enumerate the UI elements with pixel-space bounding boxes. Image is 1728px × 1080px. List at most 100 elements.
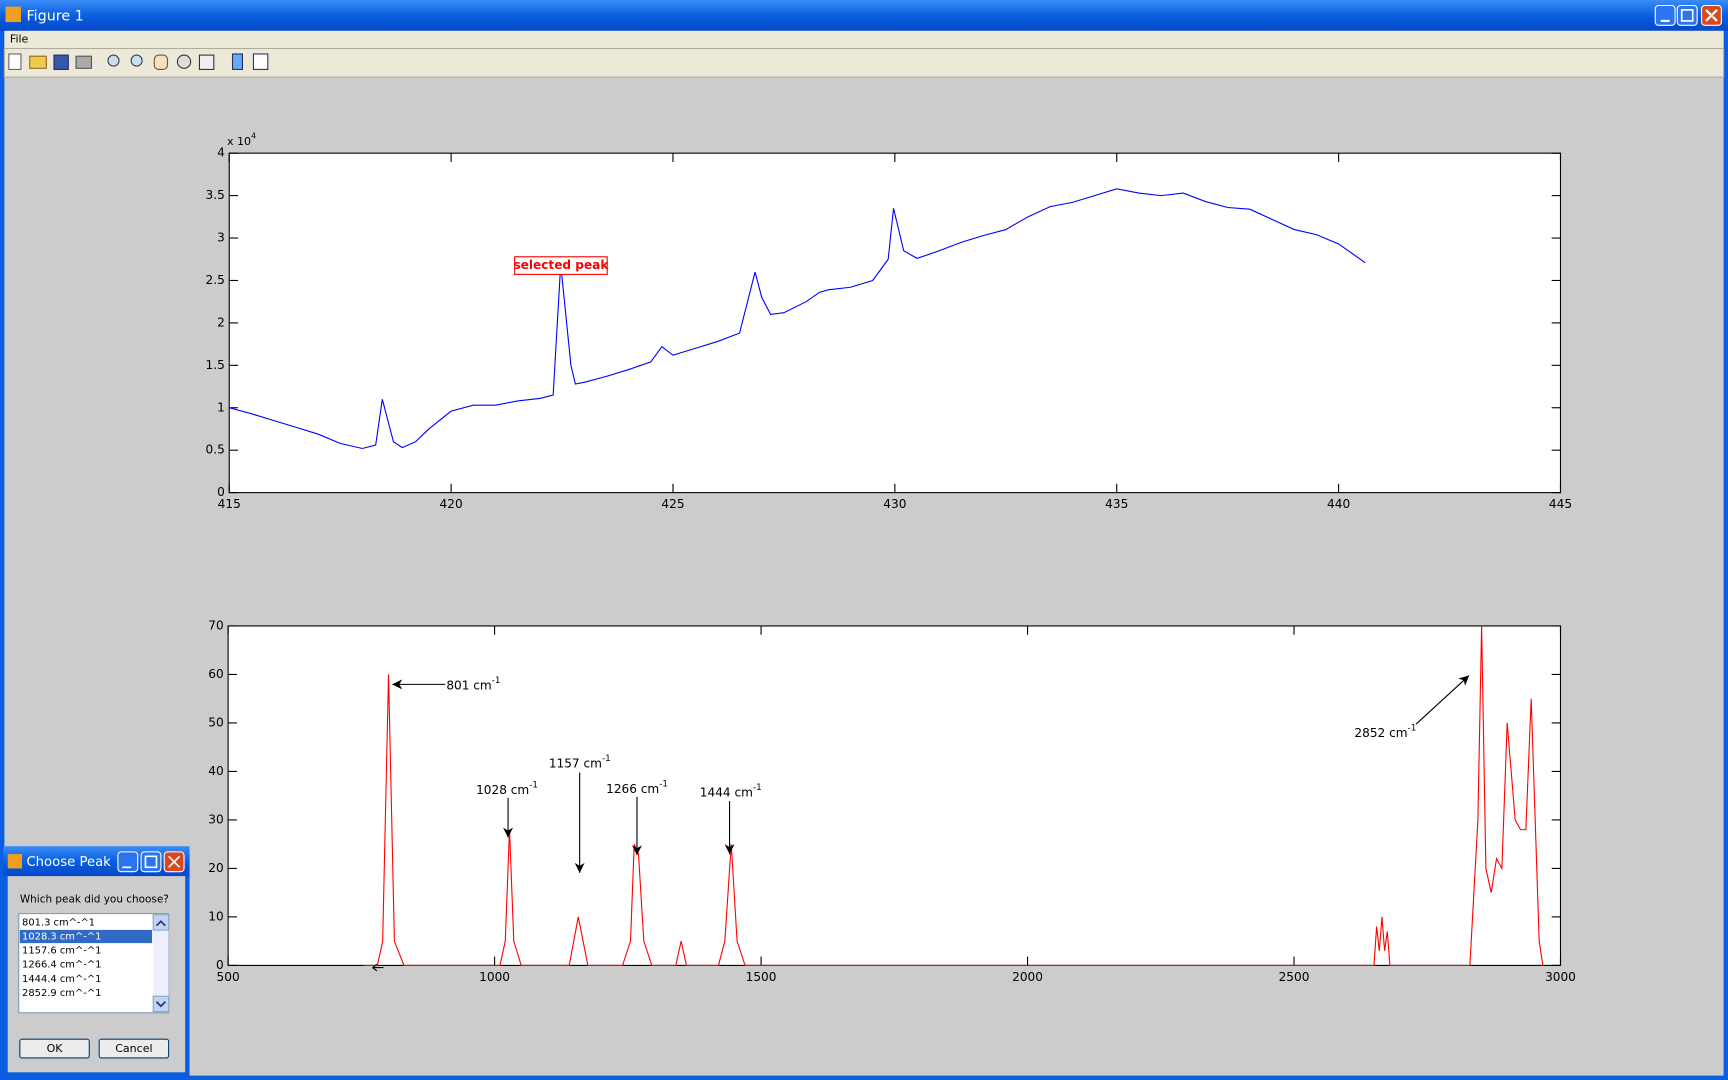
annotation-exponent: -1 (602, 754, 611, 764)
y-tick-label: 10 (208, 909, 223, 923)
y-tick-label: 2.5 (206, 273, 225, 287)
cancel-button[interactable] (98, 1038, 170, 1059)
dialog-minimize[interactable] (117, 851, 139, 873)
y-tick-label: 40 (208, 764, 223, 778)
x-tick-label: 2000 (1012, 970, 1043, 984)
ok-button[interactable] (19, 1038, 90, 1059)
stray-arrow (372, 963, 384, 972)
annotation-base: 801 cm (446, 678, 491, 692)
annotation: 2852 cm-1 (1354, 723, 1416, 740)
annotation-exponent: -1 (659, 779, 668, 789)
x-tick-label: 2500 (1279, 970, 1310, 984)
ok-button-label[interactable]: OK (47, 1042, 64, 1055)
x-tick-label: 440 (1327, 497, 1350, 511)
x-tick-label: 1500 (746, 970, 777, 984)
app-icon (5, 6, 21, 23)
scroll-down[interactable] (152, 995, 170, 1013)
x-tick-label: 430 (883, 497, 906, 511)
y-tick-label: 2 (217, 315, 225, 329)
window-title: Figure 1 (26, 9, 83, 25)
y-tick-label: 70 (208, 618, 223, 632)
rotate-icon[interactable] (176, 54, 192, 69)
x-tick-label: 1000 (479, 970, 510, 984)
dialog-icon (7, 854, 23, 869)
pan-icon[interactable] (153, 54, 169, 70)
chart: 500 1000 1500 2000 2500 3000 0 10 20 30 40 50 60 70 80… (208, 618, 1576, 984)
toolbar-icons[interactable] (8, 53, 269, 70)
annotation-exponent: -1 (529, 780, 538, 790)
y-tick-label: 60 (208, 667, 223, 681)
list-option[interactable]: 1028.3 cm^-^1 (22, 932, 101, 943)
annotation-base: 1157 cm (549, 756, 602, 770)
scrollbar[interactable] (153, 914, 169, 1012)
dialog-maximize[interactable] (140, 851, 162, 873)
print-icon[interactable] (75, 55, 93, 69)
annotation: 1157 cm-1 (549, 754, 611, 771)
x-tick-label: 420 (440, 497, 463, 511)
toolbar (3, 47, 1725, 78)
y-tick-label: 20 (208, 861, 223, 875)
maximize-button[interactable] (1676, 4, 1698, 26)
dialog: Choose Peak Which peak did you choose? 8… (3, 846, 190, 1078)
list-option[interactable]: 1444.4 cm^-^1 (22, 974, 101, 985)
annotation-exponent: -1 (1408, 723, 1417, 733)
colorbar-icon[interactable] (231, 53, 243, 70)
y-tick-label: 4 (217, 146, 225, 160)
y-tick-label: 1.5 (206, 358, 225, 372)
open-icon[interactable] (29, 55, 47, 69)
annotation-exponent: -1 (492, 675, 501, 685)
charts: 415 420 425 430 435 440 44500.511.522.533.54x … (206, 132, 1576, 984)
x-tick-label: 500 (217, 970, 240, 984)
y-tick-label: 30 (208, 812, 223, 826)
list-option[interactable]: 1157.6 cm^-^1 (22, 946, 101, 957)
menu-bar (4, 30, 1724, 49)
zoom-out-icon[interactable] (130, 54, 143, 67)
x-tick-label: 3000 (1545, 970, 1576, 984)
dialog-prompt: Which peak did you choose? (20, 893, 169, 905)
cancel-button-label[interactable]: Cancel (115, 1042, 152, 1055)
y-tick-label: 1 (217, 400, 225, 414)
annotation-base: 1028 cm (476, 783, 529, 797)
window-controls[interactable] (1654, 4, 1722, 26)
y-tick-label: 3.5 (206, 188, 225, 202)
y-tick-label: 3 (217, 231, 225, 245)
save-icon[interactable] (53, 54, 69, 70)
selected-option-highlight (19, 929, 153, 944)
y-tick-label: 0 (217, 485, 225, 499)
annotation-base: 1444 cm (700, 785, 753, 799)
annotation-exponent: -1 (753, 782, 762, 792)
annotation: selected peak (513, 258, 609, 272)
annotation: 801 cm-1 (446, 675, 500, 692)
legend-icon[interactable] (252, 53, 269, 70)
annotation-box (514, 256, 608, 275)
y-tick-label: 50 (208, 715, 223, 729)
plot-area (227, 625, 1562, 966)
dialog-title: Choose Peak (26, 855, 111, 870)
chart: 415 420 425 430 435 440 445 0 0.5 1 1.5 2 2.5 3 3.5 4x … (206, 132, 1573, 512)
list-option[interactable]: 801.3 cm^-^1 (22, 917, 95, 928)
list-option[interactable]: 1266.4 cm^-^1 (22, 960, 101, 971)
menu-item[interactable]: File (10, 33, 29, 46)
x-tick-label: 445 (1549, 497, 1572, 511)
y-tick-label: 0 (216, 958, 224, 972)
list-option[interactable]: 2852.9 cm^-^1 (22, 988, 101, 999)
new-icon[interactable] (8, 53, 22, 70)
minimize-button[interactable] (1654, 4, 1676, 26)
x-tick-label: 415 (218, 497, 241, 511)
annotation: 1266 cm-1 (606, 779, 668, 796)
x-tick-label: 435 (1105, 497, 1128, 511)
annotation-arrow (1415, 675, 1470, 725)
datacursor-icon[interactable] (198, 54, 215, 70)
y-tick-label: 0.5 (206, 443, 225, 457)
y-scale-base: x 10 (227, 135, 251, 148)
annotation: 1028 cm-1 (476, 780, 538, 797)
annotation-base: 2852 cm (1354, 725, 1407, 739)
zoom-in-icon[interactable] (107, 54, 120, 67)
y-scale-label: x 104 (227, 132, 256, 149)
x-tick-label: 425 (661, 497, 684, 511)
data-line (229, 188, 1366, 450)
y-scale-exponent: 4 (251, 132, 256, 141)
plot-area (228, 152, 1562, 494)
